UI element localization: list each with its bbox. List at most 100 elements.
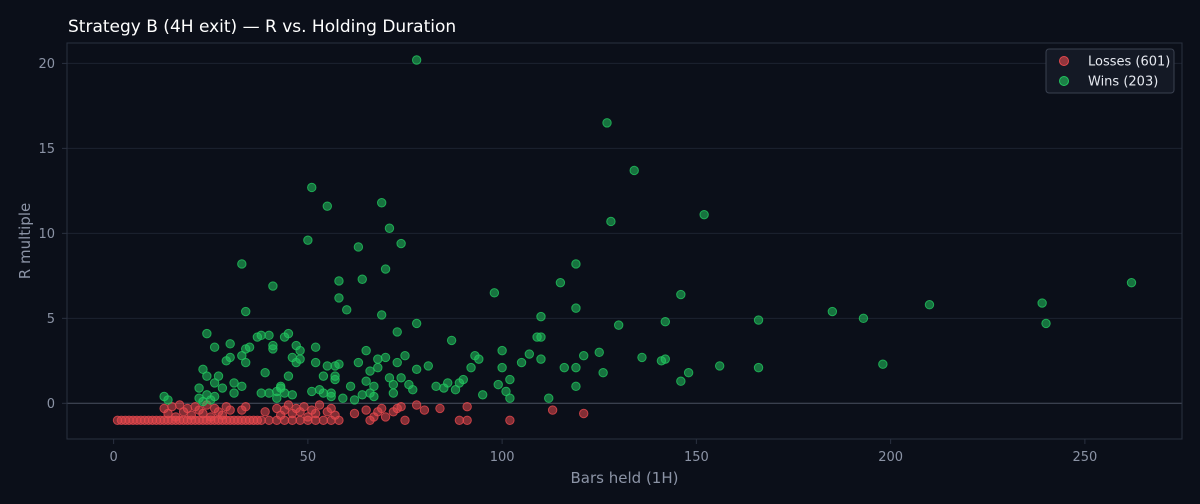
scatter-point [287,390,298,400]
scatter-point [342,305,352,315]
y-tick-label: 15 [38,142,55,157]
x-tick-label: 0 [109,450,117,465]
scatter-point [295,354,305,364]
scatter-point [714,361,725,371]
scatter-point [423,361,434,371]
y-tick-label: 10 [38,227,55,242]
scatter-point [310,357,321,368]
scatter-point [202,371,212,381]
scatter-point [400,351,410,361]
scatter-point [376,403,387,414]
scatter-point [209,342,220,352]
scatter-point [571,381,581,392]
y-tick-label: 20 [38,57,55,72]
scatter-point [264,388,274,398]
scatter-point [229,388,239,398]
scatter-point [411,318,422,329]
scatter-point [369,391,379,402]
y-axis-title: R multiple [16,203,34,279]
x-tick-label: 200 [878,450,903,465]
x-tick-label: 250 [1072,450,1097,465]
scatter-point [384,223,395,233]
scatter-point [330,410,340,420]
data-points [112,55,1137,426]
scatter-point [357,274,367,284]
scatter-point [334,276,344,286]
legend-label-losses: Losses (601) [1088,55,1170,70]
scatter-point [334,293,344,303]
scatter-point [318,388,329,398]
scatter-point [260,368,270,378]
scatter-point [322,361,332,371]
scatter-point [878,359,888,369]
scatter-point [268,281,278,291]
scatter-point [392,327,402,337]
scatter-point [213,371,224,381]
scatter-point [454,415,465,426]
legend: Losses (601) Wins (203) [1045,48,1175,94]
scatter-point [505,393,515,403]
x-tick-label: 150 [684,450,709,465]
x-axis-title: Bars held (1H) [571,469,679,487]
scatter-point [1041,318,1051,329]
scatter-point [660,317,670,327]
scatter-point [392,357,402,368]
scatter-point [314,400,325,410]
scatter-point [338,393,348,403]
scatter-point [408,385,418,395]
scatter-point [571,362,581,373]
scatter-point [536,332,546,342]
scatter-point [376,310,387,320]
scatter-point [353,357,364,368]
scatter-point [237,259,247,269]
scatter-point [229,378,239,388]
scatter-point [505,374,515,385]
scatter-point [827,306,838,317]
scatter-point [361,345,371,356]
scatter-point [396,373,406,383]
scatter-point [349,395,360,405]
scatter-point [516,357,527,368]
wins-series [159,55,1137,407]
scatter-point [310,342,321,352]
scatter-point [380,352,391,363]
scatter-point [660,354,670,364]
scatter-point [594,347,604,358]
scatter-point [474,354,484,364]
scatter-point [559,362,569,373]
scatter-point [924,300,935,310]
scatter-point [458,374,468,385]
scatter-point [330,374,340,385]
x-tick-label: 50 [300,450,317,465]
scatter-point [1037,298,1047,308]
scatter-point [361,405,371,415]
chart-title: Strategy B (4H exit) — R vs. Holding Dur… [68,17,456,37]
legend-marker-losses [1059,56,1069,66]
scatter-point [256,388,266,398]
scatter-point [388,379,399,390]
scatter-point [283,328,294,339]
scatter-point [361,376,371,386]
scatter-point [497,362,507,373]
scatter-point [380,412,391,422]
scatter-point [217,410,228,420]
scatter-point [571,303,581,313]
scatter-point [411,55,422,65]
scatter-point [256,330,266,341]
scatter-point [497,345,507,356]
scatter-point [244,342,255,352]
plot-border [66,42,1183,440]
scatter-point [194,383,204,393]
scatter-point [477,390,488,400]
scatter-point [431,381,441,392]
scatter-point [435,403,445,414]
scatter-point [637,352,647,363]
scatter-point [536,354,546,364]
scatter-point [334,359,344,369]
legend-box [1045,48,1175,94]
scatter-point [380,264,391,274]
scatter-point [307,182,317,193]
scatter-point [536,311,546,322]
scatter-point [310,408,321,419]
scatter-point [396,238,406,249]
